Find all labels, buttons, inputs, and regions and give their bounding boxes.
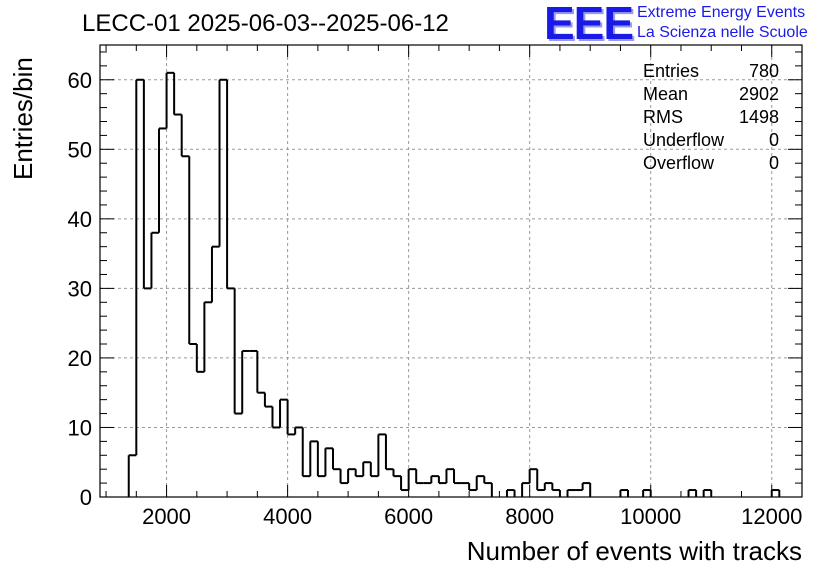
- stat-overflow: Overflow 0: [643, 152, 779, 175]
- x-axis-label: Number of events with tracks: [466, 536, 802, 566]
- stat-value: 1498: [738, 107, 779, 127]
- y-tick-label: 50: [68, 137, 92, 162]
- logo-line-2: La Scienza nelle Scuole: [637, 24, 808, 41]
- stat-rms: RMS 1498: [643, 106, 779, 129]
- stat-entries: Entries 780: [643, 60, 779, 83]
- stat-label: Overflow: [643, 153, 715, 173]
- y-tick-label: 0: [80, 485, 92, 510]
- stat-underflow: Underflow 0: [643, 129, 779, 152]
- y-tick-label: 20: [68, 346, 92, 371]
- x-tick-label: 6000: [384, 504, 433, 529]
- y-tick-label: 30: [68, 276, 92, 301]
- y-axis-label: Entries/bin: [8, 57, 38, 180]
- eee-logo: EEE: [544, 0, 634, 49]
- stat-value: 0: [768, 153, 779, 173]
- chart-title: LECC-01 2025-06-03--2025-06-12: [82, 10, 449, 37]
- logo-line-1: Extreme Energy Events: [637, 4, 806, 21]
- y-tick-label: 40: [68, 207, 92, 232]
- stat-value: 2902: [738, 84, 779, 104]
- stats-box: Entries 780 Mean 2902 RMS 1498 Underflow…: [643, 60, 779, 175]
- stat-value: 780: [748, 61, 779, 81]
- x-tick-label: 4000: [263, 504, 312, 529]
- x-tick-label: 2000: [142, 504, 191, 529]
- plot-frame: [99, 44, 803, 498]
- stat-label: Underflow: [643, 130, 725, 150]
- x-tick-label: 10000: [620, 504, 681, 529]
- stat-label: Mean: [643, 84, 689, 104]
- stat-label: Entries: [643, 61, 700, 81]
- y-tick-label: 60: [68, 68, 92, 93]
- stat-value: 0: [768, 130, 779, 150]
- x-tick-label: 8000: [505, 504, 554, 529]
- stat-mean: Mean 2902: [643, 83, 779, 106]
- stat-label: RMS: [643, 107, 683, 127]
- x-tick-label: 12000: [741, 504, 802, 529]
- y-tick-label: 10: [68, 415, 92, 440]
